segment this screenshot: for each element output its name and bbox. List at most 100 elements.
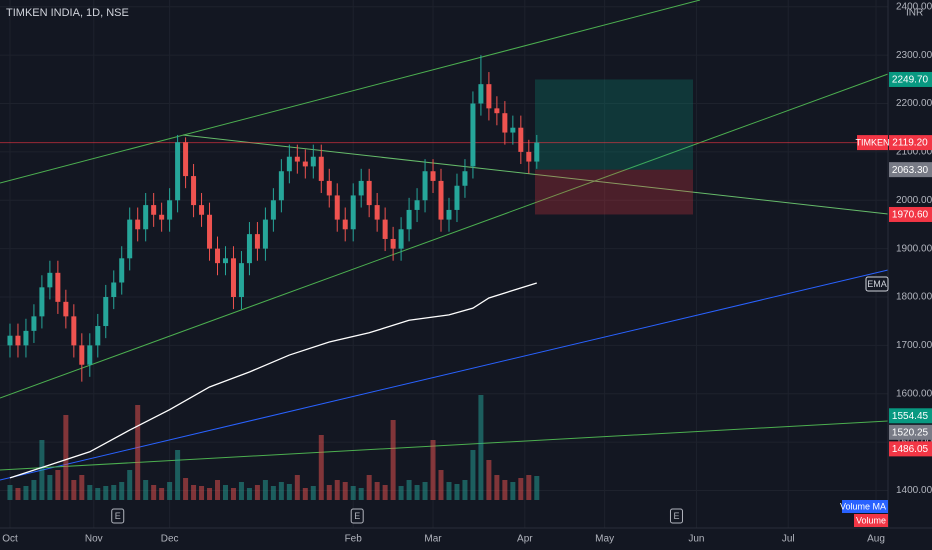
candle-body	[422, 171, 428, 201]
candle-body	[494, 108, 500, 114]
candle-body	[430, 171, 436, 181]
x-tick-label: Oct	[2, 534, 18, 545]
y-tick-label: 1600.00	[896, 388, 932, 399]
x-tick-label: May	[595, 534, 614, 545]
volume-bar	[199, 486, 205, 500]
candle-body	[23, 330, 29, 346]
series-name-box	[857, 135, 888, 151]
candle-body	[151, 205, 157, 215]
candle-body	[191, 176, 197, 206]
volume-bar	[135, 405, 141, 500]
x-tick-label: Jun	[688, 534, 704, 545]
volume-bar	[534, 476, 540, 500]
volume-bar	[374, 482, 380, 500]
volume-bar	[95, 488, 101, 500]
volume-bar	[143, 480, 149, 500]
y-tick-label: 2300.00	[896, 50, 932, 61]
candle-body	[374, 205, 380, 220]
volume-bar	[406, 480, 412, 500]
volume-bar	[350, 486, 356, 500]
x-tick-label: Dec	[161, 534, 179, 545]
candle-body	[350, 195, 356, 230]
candle-body	[143, 205, 149, 230]
y-tick-label: 2400.00	[896, 1, 932, 12]
volume-bar	[167, 482, 173, 500]
x-tick-label: Jul	[782, 534, 795, 545]
volume-bar	[502, 480, 508, 500]
volume-bar	[262, 480, 268, 500]
price-label-box	[889, 162, 932, 178]
volume-bar	[430, 440, 436, 500]
candle-body	[127, 219, 133, 259]
candle-body	[95, 326, 101, 346]
volume-bar	[270, 486, 276, 500]
candle-body	[135, 219, 141, 230]
candle-body	[470, 103, 476, 167]
volume-bar	[246, 488, 252, 500]
candle-body	[502, 113, 508, 133]
volume-bar	[462, 480, 468, 500]
ema-label: EMA	[867, 279, 887, 289]
candle-body	[175, 142, 181, 201]
candle-body	[310, 156, 316, 167]
volume-bar	[446, 482, 452, 500]
candle-body	[398, 229, 404, 249]
candle-body	[270, 200, 276, 220]
event-marker	[111, 508, 125, 524]
price-label-box	[889, 424, 932, 440]
event-marker	[350, 508, 364, 524]
grid	[0, 0, 888, 528]
volume-legend-box	[842, 500, 888, 513]
candle-body	[222, 258, 228, 264]
y-tick-label: 2200.00	[896, 98, 932, 109]
symbol-title: TIMKEN INDIA, 1D, NSE	[6, 7, 129, 19]
y-tick-label: 1400.00	[896, 485, 932, 496]
volume-bar	[238, 482, 244, 500]
stop-zone	[535, 169, 693, 215]
drawings	[0, 0, 889, 481]
candle-body	[518, 127, 524, 152]
target-zone	[535, 79, 693, 170]
candle-body	[103, 297, 109, 327]
candle-body	[87, 345, 93, 365]
candle-body	[526, 151, 532, 162]
candle-body	[71, 316, 77, 346]
y-tick-label: 2000.00	[896, 195, 932, 206]
price-label-box	[889, 135, 932, 151]
candle-body	[462, 171, 468, 186]
volume-bar	[183, 478, 189, 500]
candle-body	[438, 180, 444, 220]
candle-body	[414, 200, 420, 210]
volume-bar	[334, 480, 340, 500]
volume-bar	[342, 482, 348, 500]
volume-bar	[119, 482, 125, 500]
price-label: 1486.05	[892, 444, 929, 455]
price-label: 2249.70	[892, 75, 929, 86]
price-label: 1970.60	[892, 210, 929, 221]
candle-body	[278, 171, 284, 201]
volume-bar	[55, 470, 61, 500]
trendline	[0, 0, 701, 184]
volume-bar	[79, 475, 85, 500]
price-label: 2063.30	[892, 165, 929, 176]
volume-bar	[7, 485, 13, 500]
volume-bar	[222, 485, 228, 500]
volume-legend-box	[854, 514, 888, 527]
candle-body	[318, 156, 324, 181]
volume-bar	[358, 488, 364, 500]
candle-body	[390, 238, 396, 249]
volume-bar	[103, 486, 109, 500]
volume-bar	[215, 480, 221, 500]
price-label: 2119.20	[892, 138, 928, 149]
volume-bar	[470, 450, 476, 500]
volume-bar	[47, 475, 53, 500]
y-tick-label: 1700.00	[896, 340, 932, 351]
volume-bar	[63, 415, 69, 500]
candle-body	[334, 195, 340, 220]
trendline	[0, 73, 889, 399]
volume-bar	[23, 486, 29, 500]
candle-body	[454, 185, 460, 210]
candle-body	[254, 234, 260, 249]
candle-body	[286, 156, 292, 172]
volume-bar	[191, 485, 197, 500]
